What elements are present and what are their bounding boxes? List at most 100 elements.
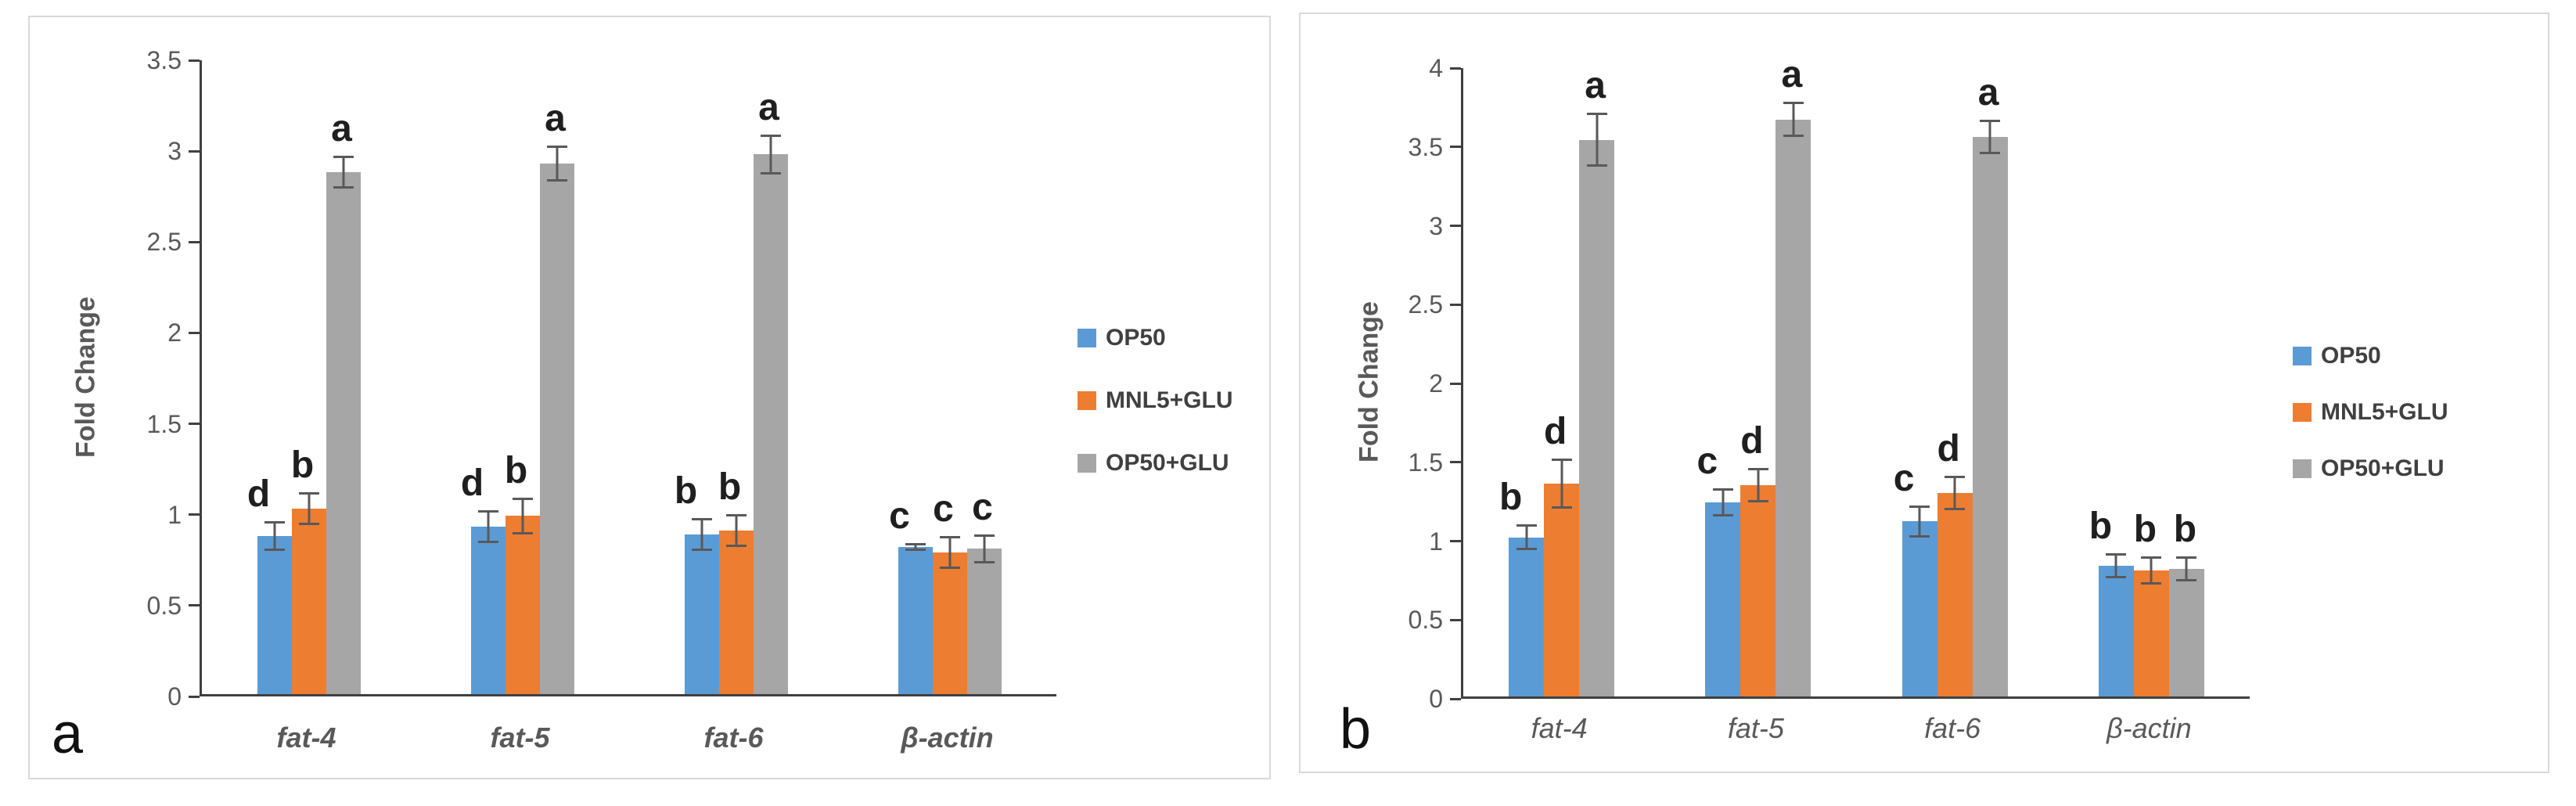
legend: OP50 MNL5+GLU OP50+GLU: [1078, 325, 1233, 477]
legend-label: OP50: [2321, 343, 2381, 369]
y-tick-label: 3: [167, 137, 182, 166]
bar-op50-actin: b: [2089, 507, 2134, 696]
error-bar-line: [2150, 556, 2153, 585]
sig-letter: d: [1740, 419, 1764, 462]
error-bar: [1909, 506, 1930, 538]
y-tick-label: 1: [167, 500, 182, 529]
error-bar-line: [1560, 458, 1563, 509]
bar-op50-actin: c: [889, 498, 933, 694]
bar-mnl5-glu-fat-4: d: [1544, 412, 1580, 696]
legend-item-op50-glu: OP50+GLU: [1078, 450, 1233, 477]
chart-panel-b: Fold Change 0 0.5 1 1.5 2 2.5 3 3.5 4 b d a c d a c d a b b…: [1299, 13, 2549, 773]
error-bar: [1945, 475, 1966, 511]
sig-letter: d: [1937, 427, 1960, 470]
error-bar-line: [273, 521, 275, 551]
error-bar-cap-top: [264, 521, 285, 524]
error-bar-line: [556, 145, 558, 182]
sig-letter: d: [1543, 410, 1567, 452]
legend-swatch-op50: [1078, 329, 1096, 347]
error-bar-cap-top: [1712, 488, 1733, 491]
category-label-actin: β-actin: [2106, 712, 2192, 744]
y-tick-label: 2.5: [1408, 290, 1443, 319]
error-bar: [725, 514, 747, 547]
category-label-fat-4: fat-4: [276, 721, 336, 754]
error-bar-cap-top: [1551, 458, 1572, 461]
error-bar-cap-top: [1747, 467, 1768, 470]
y-tick-label: 0: [167, 682, 182, 711]
error-bar-cap-bottom: [1783, 134, 1804, 137]
y-tick-label: 3.5: [1408, 132, 1443, 161]
sig-letter: c: [933, 488, 954, 530]
bar-mnl5-glu-actin: c: [932, 490, 967, 694]
bar-op50-glu-actin: b: [2168, 510, 2204, 696]
error-bar-cap-top: [477, 510, 498, 513]
sig-letter: b: [674, 470, 698, 512]
chart-panel-a: Fold Change 0 0.5 1 1.5 2 2.5 3 3.5 d b a d b a b b a c c c…: [28, 16, 1271, 779]
error-bar-cap-bottom: [973, 560, 995, 563]
y-tick-mark: [1450, 382, 1461, 385]
y-tick-label: 1.5: [1408, 448, 1443, 477]
legend-label: OP50: [1106, 325, 1166, 351]
error-bar-line: [914, 543, 916, 551]
error-bar-cap-bottom: [1712, 514, 1733, 517]
error-bar-cap-top: [691, 517, 712, 520]
error-bar-line: [1596, 113, 1599, 167]
y-tick-label: 0.5: [146, 591, 182, 620]
sig-letter: d: [460, 462, 484, 505]
bar-op50-glu-fat-5: a: [539, 99, 574, 694]
x-axis-category-labels: fat-4 fat-5 fat-6 β-actin: [200, 721, 1054, 754]
y-tick-mark: [189, 149, 200, 153]
bar-mnl5-glu-fat-6: b: [718, 469, 754, 694]
y-tick-label: 4: [1429, 54, 1443, 82]
error-bar: [2176, 556, 2197, 581]
sig-letter: b: [2089, 505, 2113, 547]
error-bar: [1516, 524, 1537, 550]
y-tick-label: 0.5: [1408, 606, 1443, 635]
sig-letter: c: [889, 495, 910, 538]
legend-label: OP50+GLU: [1106, 450, 1229, 476]
sig-letter: a: [1977, 71, 1999, 113]
error-bar: [1783, 102, 1804, 137]
y-tick-mark: [1450, 618, 1461, 621]
error-bar-line: [948, 535, 951, 569]
legend-swatch-op50: [2293, 347, 2312, 365]
error-bar-line: [1525, 524, 1528, 550]
y-tick-label: 2.5: [146, 228, 182, 257]
error-bar-line: [521, 498, 523, 534]
legend-label: MNL5+GLU: [1106, 387, 1233, 413]
error-bar-cap-bottom: [1909, 534, 1930, 538]
y-tick-mark: [1450, 225, 1461, 227]
legend-swatch-mnl5-glu: [2293, 403, 2312, 422]
sig-letter: b: [2133, 508, 2157, 550]
y-tick-mark: [189, 59, 200, 62]
error-bar-cap-bottom: [2141, 581, 2162, 585]
error-bar-line: [983, 534, 985, 563]
error-bar-cap-top: [512, 498, 533, 501]
category-label-fat-5: fat-5: [490, 721, 550, 754]
y-tick-label: 3.5: [146, 46, 182, 74]
error-bar-cap-bottom: [1516, 547, 1537, 550]
error-bar-cap-bottom: [2106, 575, 2127, 578]
x-axis-category-labels: fat-4 fat-5 fat-6 β-actin: [1461, 712, 2247, 745]
error-bar-line: [1757, 467, 1760, 503]
y-tick-label: 2: [167, 318, 182, 347]
error-bar-line: [1988, 119, 1991, 154]
error-bar: [2141, 556, 2162, 585]
error-bar-line: [2185, 556, 2188, 581]
error-bar-cap-top: [2106, 552, 2127, 556]
error-bar-line: [1918, 506, 1921, 538]
error-bar-cap-top: [2141, 556, 2162, 559]
error-bar-cap-top: [298, 492, 319, 495]
y-tick-mark: [189, 695, 200, 698]
panel-label: b: [1340, 698, 1372, 761]
y-tick-label: 1.5: [146, 409, 182, 438]
legend-swatch-op50-glu: [2293, 459, 2312, 478]
error-bar-cap-bottom: [512, 531, 533, 534]
error-bar-line: [342, 156, 344, 189]
error-bar: [1586, 113, 1607, 167]
legend-item-op50-glu: OP50+GLU: [2293, 455, 2448, 482]
